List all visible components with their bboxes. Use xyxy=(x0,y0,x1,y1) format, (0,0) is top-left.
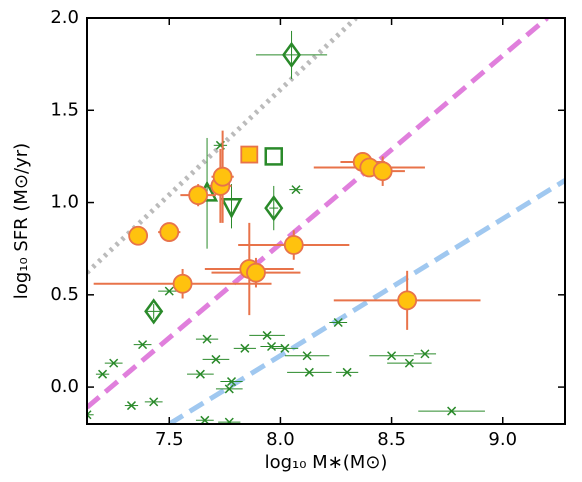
plot-area xyxy=(87,18,565,424)
point xyxy=(397,290,418,311)
point xyxy=(172,273,193,294)
y-tick-label: 1.5 xyxy=(50,99,79,120)
point xyxy=(372,161,393,182)
point xyxy=(224,417,234,424)
point xyxy=(138,340,148,350)
point xyxy=(220,197,243,219)
x-tick-label: 8.0 xyxy=(266,429,295,450)
point xyxy=(333,317,343,328)
point xyxy=(240,343,250,353)
point xyxy=(164,286,174,296)
point xyxy=(404,358,414,368)
x-tick-label: 7.5 xyxy=(155,429,184,450)
point xyxy=(342,367,352,377)
point xyxy=(304,367,314,377)
point xyxy=(188,185,209,206)
point xyxy=(447,406,457,416)
point xyxy=(224,384,234,394)
point xyxy=(262,330,272,340)
y-axis-label: log₁₀ SFR (M⊙/yr) xyxy=(11,143,32,299)
point xyxy=(87,410,92,420)
frame xyxy=(86,17,566,425)
point xyxy=(266,341,277,352)
point xyxy=(144,298,164,325)
point xyxy=(280,343,290,353)
trend-line xyxy=(87,18,549,410)
y-tick-label: 0.5 xyxy=(50,284,79,305)
point xyxy=(240,145,259,164)
point xyxy=(98,369,108,379)
point xyxy=(211,354,221,364)
point xyxy=(200,415,210,424)
y-tick-label: 0.0 xyxy=(50,376,79,397)
point xyxy=(302,351,312,361)
point xyxy=(246,262,266,283)
point xyxy=(126,401,136,411)
x-tick-label: 8.5 xyxy=(377,429,406,450)
x-tick-label: 9.0 xyxy=(488,429,517,450)
point xyxy=(291,185,301,195)
point xyxy=(264,194,284,222)
trend-line xyxy=(167,178,565,424)
point xyxy=(109,358,119,368)
point xyxy=(202,334,212,344)
point xyxy=(212,166,233,187)
point xyxy=(281,41,302,69)
point xyxy=(195,369,205,379)
x-axis-label: log₁₀ M∗(M⊙) xyxy=(265,452,388,473)
y-tick-label: 1.0 xyxy=(50,192,79,213)
point xyxy=(149,397,159,407)
y-tick-label: 2.0 xyxy=(50,7,79,28)
point xyxy=(420,349,430,359)
point xyxy=(283,235,304,255)
point xyxy=(264,147,284,166)
point xyxy=(128,225,149,246)
point xyxy=(159,222,180,242)
point xyxy=(387,351,397,361)
point xyxy=(226,377,237,387)
